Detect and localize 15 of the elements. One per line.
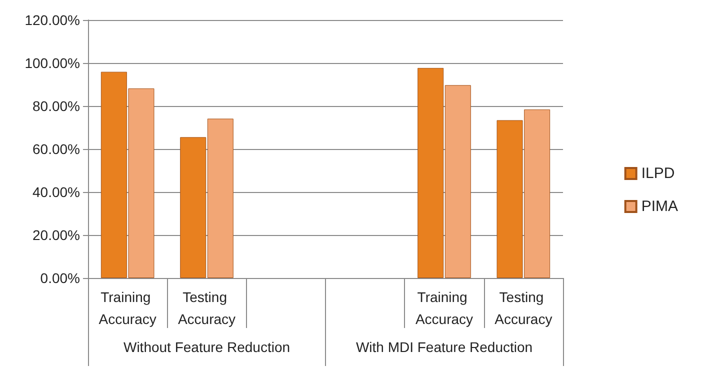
x-tick-label: Testing Accuracy — [178, 289, 236, 327]
y-tick-label: 60.00% — [32, 141, 80, 157]
y-tick-label: 100.00% — [24, 55, 80, 71]
y-tick-label: 20.00% — [32, 227, 80, 243]
text: With MDI Feature Reduction — [356, 339, 533, 355]
text: Without Feature Reduction — [123, 339, 290, 355]
y-tick-label: 80.00% — [32, 98, 80, 114]
y-tick-label: 0.00% — [40, 270, 80, 286]
x-tick-label: Training Accuracy — [415, 289, 474, 327]
legend-label: PIMA — [641, 198, 678, 215]
x-tick-label: Training Accuracy — [98, 289, 156, 327]
y-tick-label: 120.00% — [24, 12, 80, 28]
y-tick-label: 40.00% — [32, 184, 80, 200]
x-tick-label: Testing Accuracy — [494, 289, 552, 327]
legend-label: ILPD — [641, 165, 675, 182]
